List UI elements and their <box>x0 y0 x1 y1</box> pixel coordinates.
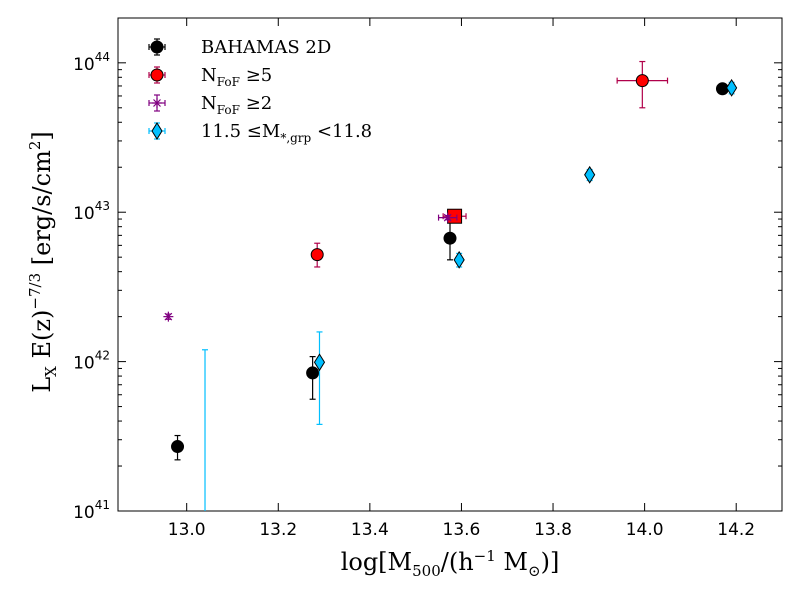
series-3 <box>202 78 738 511</box>
legend-label: 11.5 ≤M*,grp <11.8 <box>201 121 372 145</box>
data-point <box>310 248 324 262</box>
legend-marker <box>151 122 163 140</box>
legend-marker <box>150 68 164 82</box>
legend-label: NFoF ≥2 <box>201 93 272 117</box>
x-tick-label: 13.4 <box>351 520 389 540</box>
star-stroke <box>153 99 161 107</box>
y-tick-label: 1041 <box>73 498 110 523</box>
data-point <box>313 353 326 372</box>
legend-item-0: BAHAMAS 2D <box>148 37 331 58</box>
data-point <box>726 78 738 97</box>
data-point <box>306 366 320 380</box>
legend-marker <box>152 98 162 108</box>
x-tick-label: 13.8 <box>534 520 572 540</box>
series-2 <box>163 212 458 322</box>
data-series <box>163 60 738 511</box>
legend-item-3: 11.5 ≤M*,grp <11.8 <box>148 121 372 145</box>
axis-ticks: 13.0 13.2 13.4 13.6 13.8 14.0 14.2 1041 1042 1043… <box>73 18 782 540</box>
x-tick-label: 13.2 <box>259 520 297 540</box>
star-stroke <box>164 312 173 321</box>
series-1 <box>310 60 669 268</box>
legend-item-2: NFoF ≥2 <box>148 93 272 117</box>
legend-label: BAHAMAS 2D <box>201 37 331 58</box>
legend-label: NFoF ≥5 <box>201 65 272 89</box>
data-point <box>453 250 465 269</box>
data-point <box>163 311 174 322</box>
data-point <box>171 440 185 454</box>
data-point <box>584 165 596 184</box>
plot-frame <box>117 17 783 512</box>
y-axis-label: LX E(z)−7/3 [erg/s/cm2] <box>26 131 60 393</box>
star-stroke <box>443 213 452 222</box>
x-tick-label: 13.0 <box>168 520 206 540</box>
y-tick-label: 1044 <box>73 50 110 75</box>
legend-item-1: NFoF ≥5 <box>148 65 272 89</box>
y-tick-label: 1043 <box>73 199 110 224</box>
x-tick-label: 14.2 <box>717 520 755 540</box>
data-point <box>443 231 457 245</box>
legend-marker <box>150 40 164 54</box>
legend: BAHAMAS 2D NFoF ≥5 NFoF ≥2 11.5 ≤M*,grp <11… <box>148 37 372 145</box>
data-point <box>635 74 649 88</box>
y-tick-label: 1042 <box>73 349 110 374</box>
x-axis-label: log[M500/(h−1 M⊙)] <box>341 547 560 580</box>
x-tick-label: 13.6 <box>443 520 481 540</box>
data-point <box>442 212 453 223</box>
x-tick-label: 14.0 <box>626 520 664 540</box>
